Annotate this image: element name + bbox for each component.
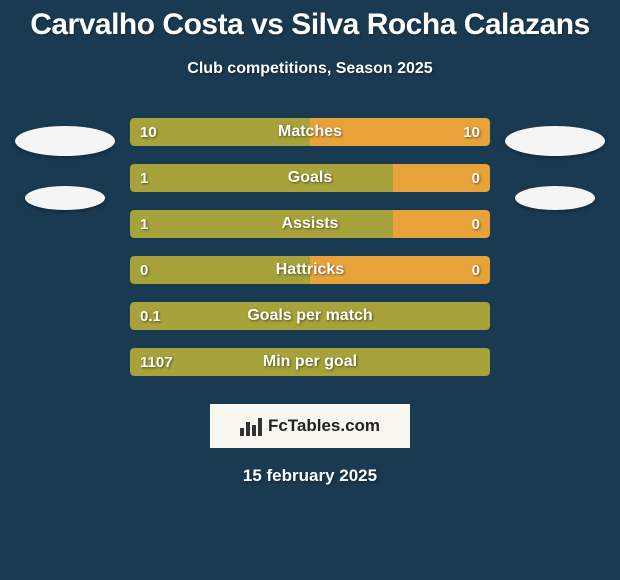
stat-value-a: 10: [140, 118, 157, 146]
bar-fill-player-a: [130, 348, 490, 376]
stat-value-a: 1107: [140, 348, 173, 376]
page-title: Carvalho Costa vs Silva Rocha Calazans: [0, 8, 620, 42]
stat-row: 1107Min per goal: [130, 348, 490, 376]
player-b-avatar-col: [500, 118, 610, 210]
stat-value-b: 0: [472, 210, 480, 238]
stat-row: 00Hattricks: [130, 256, 490, 284]
player-a-club-placeholder: [25, 186, 105, 210]
bar-fill-player-b: [310, 256, 490, 284]
fctables-logo: FcTables.com: [210, 404, 410, 448]
subtitle: Club competitions, Season 2025: [0, 60, 620, 78]
date-line: 15 february 2025: [0, 466, 620, 486]
stats-area: 1010Matches10Goals10Assists00Hattricks0.…: [0, 118, 620, 376]
player-b-avatar-placeholder: [505, 126, 605, 156]
comparison-card: Carvalho Costa vs Silva Rocha Calazans C…: [0, 0, 620, 486]
stat-row: 0.1Goals per match: [130, 302, 490, 330]
bar-fill-player-a: [130, 256, 310, 284]
player-a-avatar-placeholder: [15, 126, 115, 156]
stat-value-a: 0: [140, 256, 148, 284]
stat-value-b: 0: [472, 164, 480, 192]
stat-value-a: 0.1: [140, 302, 161, 330]
stat-value-a: 1: [140, 164, 148, 192]
stat-value-b: 10: [463, 118, 480, 146]
logo-text: FcTables.com: [268, 416, 380, 436]
bar-fill-player-a: [130, 164, 393, 192]
stat-row: 10Goals: [130, 164, 490, 192]
stat-value-b: 0: [472, 256, 480, 284]
chart-icon: [240, 416, 262, 436]
stat-value-a: 1: [140, 210, 148, 238]
player-b-club-placeholder: [515, 186, 595, 210]
stat-row: 1010Matches: [130, 118, 490, 146]
bar-fill-player-a: [130, 302, 490, 330]
stat-bars: 1010Matches10Goals10Assists00Hattricks0.…: [130, 118, 490, 376]
bar-fill-player-a: [130, 118, 310, 146]
bar-fill-player-a: [130, 210, 393, 238]
stat-row: 10Assists: [130, 210, 490, 238]
player-a-avatar-col: [10, 118, 120, 210]
